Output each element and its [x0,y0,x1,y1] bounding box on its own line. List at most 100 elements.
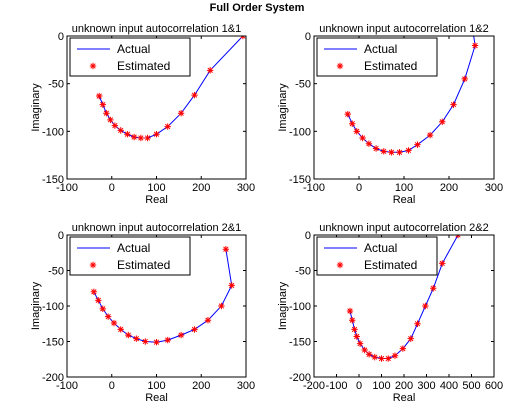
y-tick-label: -50 [295,266,311,278]
legend-box [316,236,438,276]
x-tick-label: -100 [56,182,78,194]
x-tick-label: 0 [109,380,115,392]
estimated-point [95,297,102,304]
estimated-point [430,285,437,292]
estimated-point [372,145,380,152]
subplot-title: unknown input autocorrelation 1&1 [72,23,241,35]
legend-box [69,37,191,77]
y-tick-label: 0 [58,230,64,242]
estimated-point [103,110,110,117]
x-axis-label: Real [145,194,168,206]
estimated-point [218,302,225,310]
estimated-point [422,302,429,310]
y-axis-label: Imaginary [30,281,42,330]
estimated-point [204,317,212,324]
y-tick-label: -150 [289,174,311,186]
x-tick-label: 200 [192,182,210,194]
estimated-point [99,305,106,313]
estimated-point [349,317,356,324]
legend: Actual Estimated [316,236,438,276]
estimated-point [399,345,407,352]
x-tick-label: 300 [237,380,255,392]
legend: Actual Estimated [316,37,438,77]
estimated-point [99,101,106,108]
estimated-point [191,326,198,333]
y-tick-label: -200 [42,372,64,384]
legend-entry-actual: Actual [117,241,150,255]
estimated-point [133,335,140,342]
y-tick-label: -100 [42,301,64,313]
x-tick-label: -100 [56,380,78,392]
subplot-3: unknown input autocorrelation 2&1 -100 0 10… [30,222,255,404]
estimated-point [396,149,403,156]
estimated-point [228,282,235,289]
x-tick-label: 200 [192,380,210,392]
x-tick-label: 200 [395,380,413,392]
estimated-point [353,333,360,340]
y-tick-label: 0 [305,31,311,43]
y-tick-label: -150 [42,337,64,349]
x-tick-label: 300 [485,182,503,194]
x-tick-label: 200 [440,182,458,194]
estimated-point [344,110,351,118]
estimated-point [164,123,171,130]
estimated-point [90,288,98,295]
legend-entry-estimated: Estimated [364,258,417,272]
estimated-point [405,147,412,154]
y-tick-label: -100 [289,301,311,313]
estimated-point [104,313,112,320]
estimated-point [471,42,479,49]
legend-entry-estimated: Estimated [117,258,170,272]
x-tick-label: -200 [303,380,325,392]
estimated-point [111,122,119,129]
estimated-point [107,116,114,124]
series-actual-line [98,36,244,139]
estimated-point [144,134,151,142]
y-axis-label: Imaginary [30,83,42,132]
legend-box [316,37,438,77]
estimated-point [177,331,185,339]
estimated-point [164,336,171,344]
estimated-point [356,340,364,347]
estimated-point [380,148,387,155]
estimated-point [351,326,358,333]
subplot-title: unknown input autocorrelation 2&1 [72,222,241,234]
x-tick-label: 0 [356,380,362,392]
subplot-4: unknown input autocorrelation 2&2-200 -10… [277,222,503,404]
x-tick-label: 100 [147,182,165,194]
subplot-title: unknown input autocorrelation 1&2 [319,23,488,35]
estimated-point [153,339,160,346]
estimated-point [353,128,360,135]
legend-box [69,236,191,276]
estimated-point [207,67,214,74]
y-tick-label: -100 [42,126,64,138]
y-tick-label: 0 [305,230,311,242]
estimated-point [177,110,185,117]
plot-area [344,36,479,156]
estimated-point [117,127,124,134]
estimated-point [359,134,366,142]
estimated-point [439,260,446,267]
legend-entry-estimated: Estimated [117,59,170,73]
y-tick-label: 0 [58,31,64,43]
estimated-point [349,120,356,127]
estimated-point [110,319,118,327]
estimated-point [117,326,124,333]
legend-entry-actual: Actual [364,42,397,56]
x-tick-label: 300 [417,380,435,392]
estimated-point [365,351,373,358]
figure-title: Full Order System [210,2,305,14]
estimated-point [361,346,368,354]
y-tick-label: -50 [48,79,64,91]
y-tick-label: -200 [289,372,311,384]
legend: Actual Estimated [69,236,191,276]
x-tick-label: 300 [237,182,255,194]
estimated-point [137,134,145,142]
plot-area [90,246,235,346]
x-axis-label: Real [393,392,416,404]
estimated-point [125,331,132,339]
estimated-point [414,141,421,148]
estimated-point [407,335,414,342]
legend-estimated-swatch [89,62,97,70]
